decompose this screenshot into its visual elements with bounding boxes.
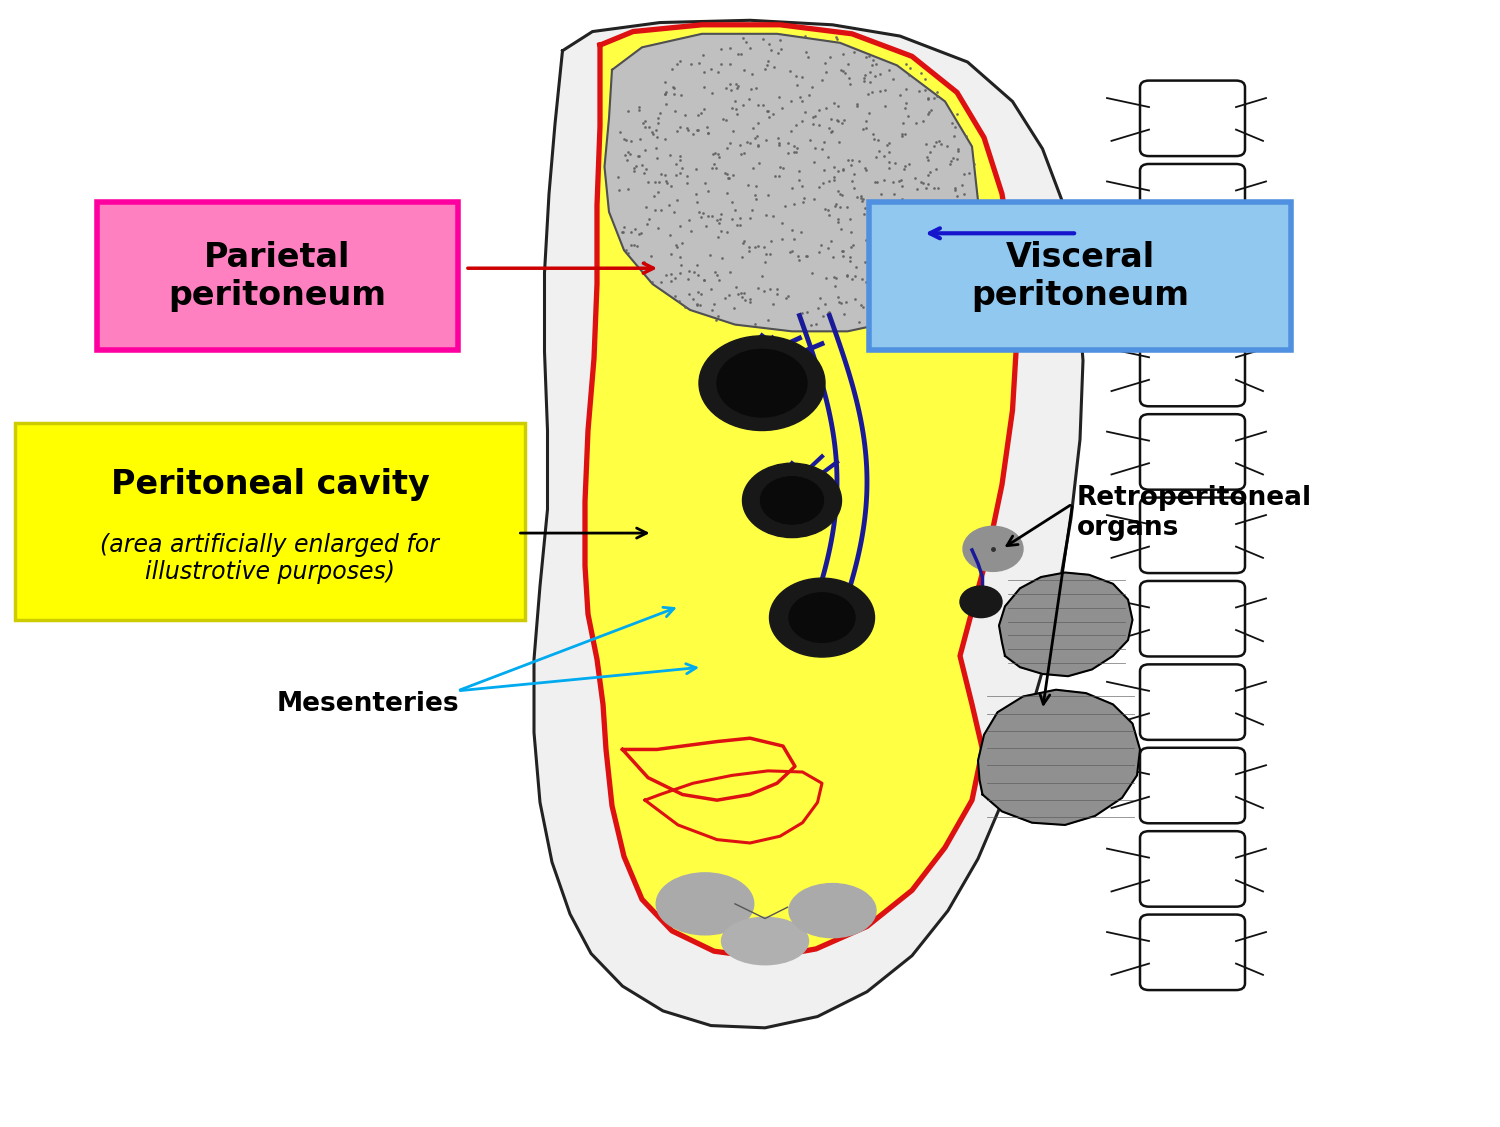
FancyBboxPatch shape xyxy=(1140,163,1245,239)
FancyBboxPatch shape xyxy=(1140,831,1245,906)
Ellipse shape xyxy=(657,872,753,935)
FancyBboxPatch shape xyxy=(1140,498,1245,573)
Polygon shape xyxy=(978,690,1140,825)
FancyBboxPatch shape xyxy=(15,423,525,620)
FancyBboxPatch shape xyxy=(1140,582,1245,656)
Circle shape xyxy=(742,463,842,538)
FancyBboxPatch shape xyxy=(1140,80,1245,156)
FancyBboxPatch shape xyxy=(96,203,459,349)
Circle shape xyxy=(960,586,1002,618)
Polygon shape xyxy=(622,738,795,800)
Ellipse shape xyxy=(789,884,876,938)
Text: Parietal
peritoneum: Parietal peritoneum xyxy=(168,240,387,312)
Circle shape xyxy=(760,477,824,524)
Circle shape xyxy=(789,593,855,642)
Circle shape xyxy=(770,578,874,657)
FancyBboxPatch shape xyxy=(868,203,1290,349)
FancyBboxPatch shape xyxy=(1140,748,1245,823)
Ellipse shape xyxy=(722,917,809,965)
Text: Mesenteries: Mesenteries xyxy=(276,691,459,718)
Circle shape xyxy=(699,336,825,431)
Polygon shape xyxy=(585,25,1017,958)
FancyBboxPatch shape xyxy=(1140,915,1245,990)
Text: Visceral
peritoneum: Visceral peritoneum xyxy=(970,240,1190,312)
FancyBboxPatch shape xyxy=(1140,330,1245,406)
Polygon shape xyxy=(645,771,822,843)
Circle shape xyxy=(717,349,807,417)
FancyBboxPatch shape xyxy=(1140,665,1245,740)
FancyBboxPatch shape xyxy=(1140,414,1245,489)
Polygon shape xyxy=(534,20,1083,1028)
Circle shape xyxy=(963,526,1023,571)
Text: (area artificially enlarged for
illustrotive purposes): (area artificially enlarged for illustro… xyxy=(100,533,439,584)
Polygon shape xyxy=(999,573,1132,676)
FancyBboxPatch shape xyxy=(1140,248,1245,322)
Polygon shape xyxy=(604,34,978,331)
Text: Peritoneal cavity: Peritoneal cavity xyxy=(111,468,429,500)
Text: Retroperitoneal
organs: Retroperitoneal organs xyxy=(1077,485,1312,541)
